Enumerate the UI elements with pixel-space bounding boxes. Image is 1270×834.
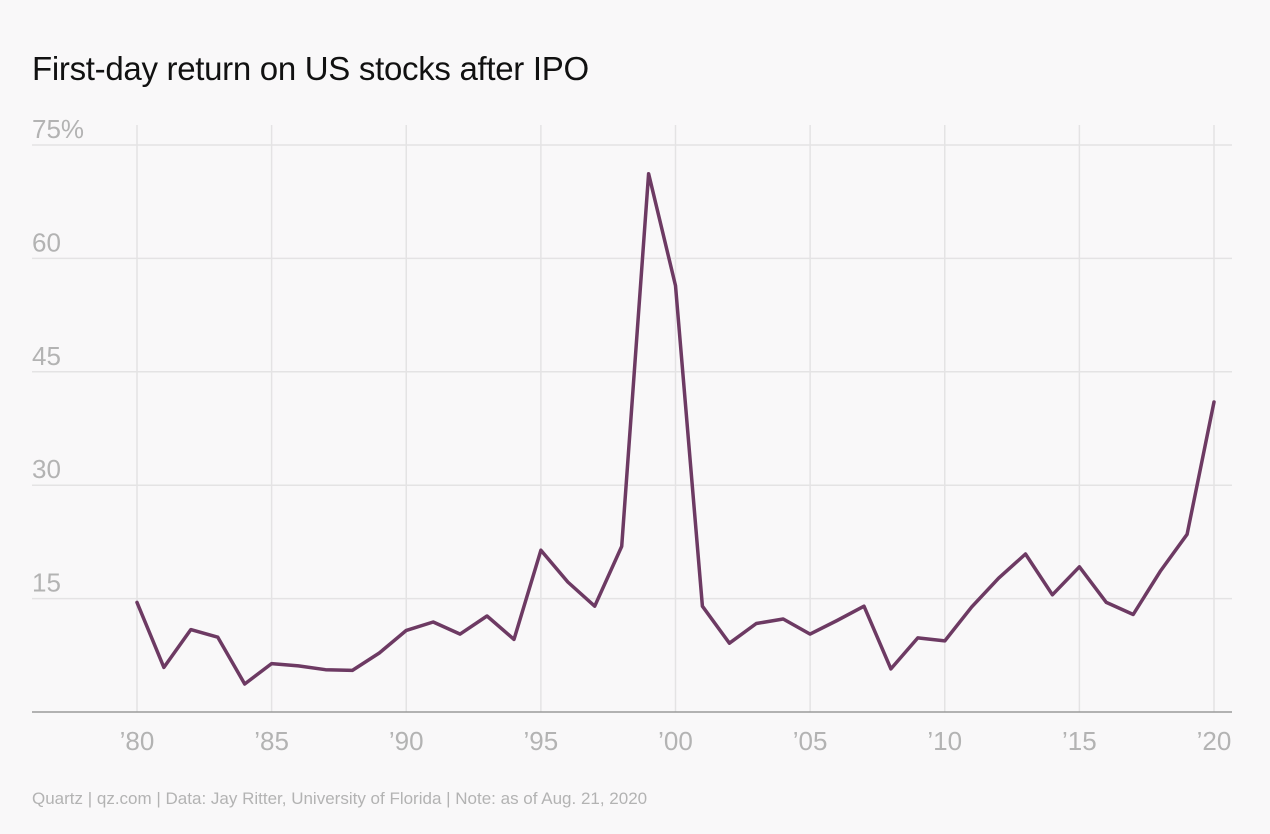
y-tick-label: 60 — [32, 227, 61, 257]
x-tick-label: ’95 — [524, 726, 559, 756]
x-tick-label: ’20 — [1197, 726, 1232, 756]
x-tick-label: ’05 — [793, 726, 828, 756]
x-tick-label: ’00 — [658, 726, 693, 756]
y-tick-label: 45 — [32, 341, 61, 371]
chart-title: First-day return on US stocks after IPO — [32, 50, 589, 87]
x-tick-label: ’80 — [120, 726, 155, 756]
x-tick-label: ’85 — [254, 726, 289, 756]
x-tick-label: ’15 — [1062, 726, 1097, 756]
y-tick-label: 15 — [32, 568, 61, 598]
y-tick-label: 30 — [32, 454, 61, 484]
x-tick-label: ’10 — [927, 726, 962, 756]
x-tick-label: ’90 — [389, 726, 424, 756]
series-line — [135, 171, 1216, 686]
source-footer: Quartz | qz.com | Data: Jay Ritter, Univ… — [32, 789, 648, 808]
y-tick-label: 75% — [32, 114, 84, 144]
